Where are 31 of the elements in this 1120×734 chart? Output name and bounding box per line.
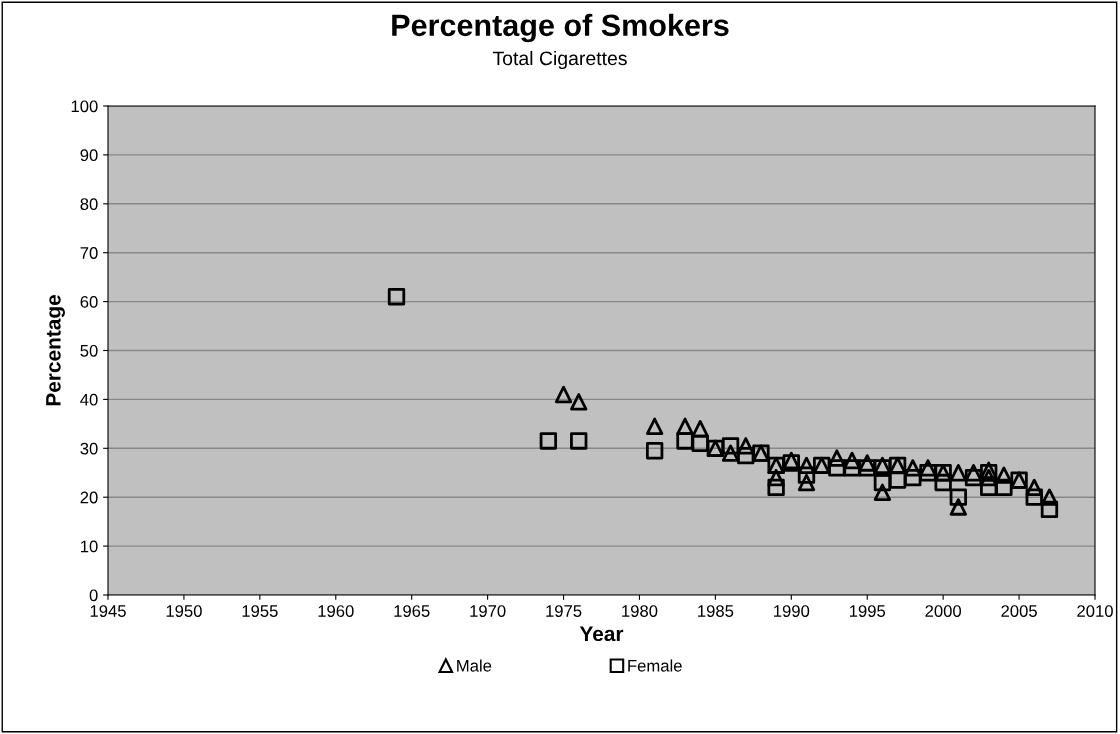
x-tick-label: 1965: [394, 605, 430, 617]
y-tick-label: 30: [80, 442, 98, 455]
x-tick-label: 1945: [90, 605, 126, 617]
y-tick-label: 70: [80, 247, 98, 259]
y-tick-label: 60: [80, 296, 98, 308]
chart-title: Percentage of Smokers: [392, 13, 729, 43]
x-tick-label: 2010: [1077, 605, 1113, 617]
y-tick-label: 10: [81, 540, 98, 553]
x-tick-label: 1975: [546, 605, 582, 617]
x-tick-label: 1955: [242, 605, 278, 617]
y-tick-label: 90: [80, 149, 98, 162]
chart-subtitle: Total Cigarettes: [492, 50, 627, 70]
x-tick-label: 1995: [849, 605, 886, 617]
x-tick-label: 1980: [622, 605, 658, 617]
y-tick-label: 0: [89, 589, 98, 602]
x-tick-label: 1950: [166, 605, 202, 617]
x-tick-label: 2005: [1001, 605, 1037, 617]
y-tick-label: 50: [80, 344, 98, 357]
x-tick-label: 1970: [470, 605, 506, 617]
legend-label: Female: [628, 659, 682, 672]
x-tick-label: 1960: [318, 605, 354, 617]
y-tick-label: 80: [80, 198, 98, 210]
legend-label: Male: [457, 659, 492, 672]
y-tick-label: 100: [71, 100, 98, 113]
x-tick-label: 1985: [698, 605, 734, 617]
y-axis-title: Percentage: [46, 295, 65, 406]
x-tick-label: 2000: [925, 605, 962, 617]
y-tick-label: 40: [80, 393, 98, 406]
y-tick-label: 20: [80, 491, 98, 504]
x-tick-label: 1990: [774, 605, 810, 617]
x-axis-title: Year: [579, 626, 624, 642]
